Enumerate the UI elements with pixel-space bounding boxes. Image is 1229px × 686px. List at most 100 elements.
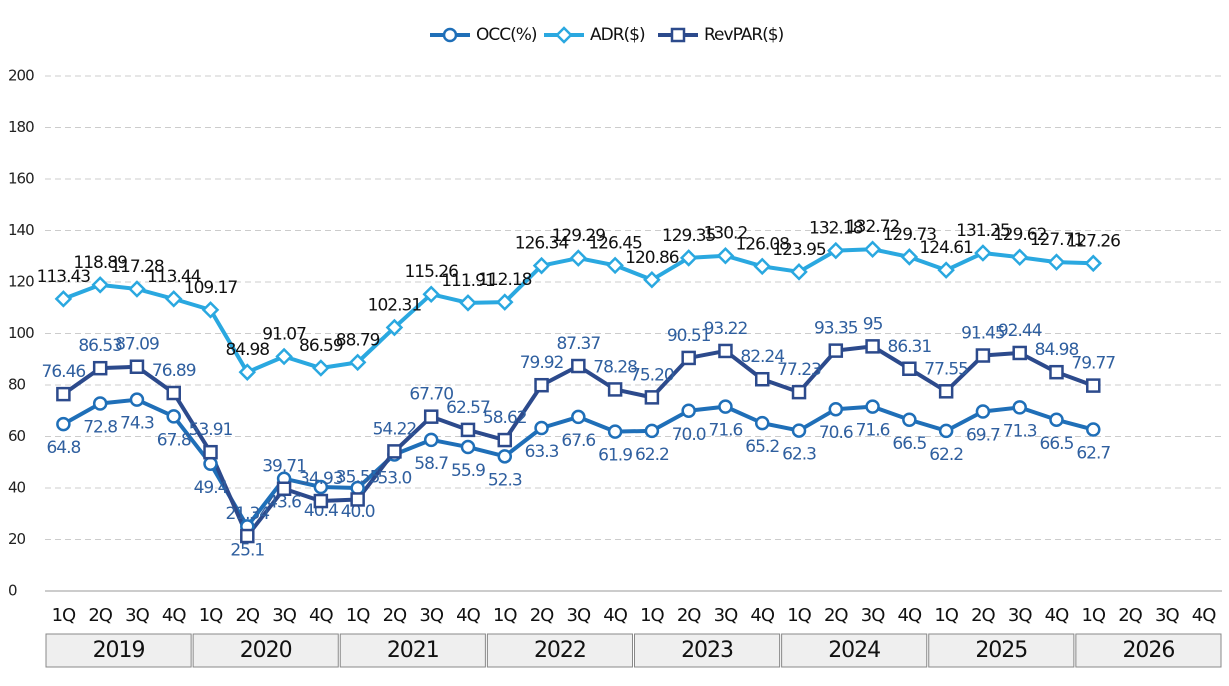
data-label: 63.3 [525,442,559,462]
marker [460,422,476,438]
y-tick-label: 160 [8,170,34,188]
marker [790,263,808,281]
data-label: 35.55 [336,467,380,487]
data-label: 74.3 [120,414,154,434]
x-tick-label: 4Q [1192,605,1216,626]
y-tick-label: 20 [8,530,26,548]
marker [166,385,181,401]
data-label: 71.6 [709,421,743,441]
year-label: 2021 [387,638,439,663]
marker [1084,254,1103,273]
marker [607,424,623,439]
marker [56,386,71,402]
data-label: 69.7 [966,426,1000,446]
year-label: 2022 [534,638,586,663]
data-label: 117.28 [110,257,164,277]
x-tick-label: 2Q [530,605,554,626]
data-label: 127.26 [1067,231,1121,251]
marker [828,401,844,417]
year-label: 2019 [93,638,145,663]
x-tick-label: 1Q [346,605,370,626]
data-label: 126.34 [515,234,569,254]
data-label: 129.73 [883,225,937,245]
x-tick-label: 2Q [88,605,112,626]
data-label: 123.95 [772,240,826,260]
y-tick-label: 80 [8,376,26,394]
data-label: 25.1 [230,540,264,560]
marker [56,416,71,432]
x-tick-label: 2Q [1118,605,1142,626]
data-label: 88.79 [336,330,380,350]
legend-label: ADR($) [590,25,645,45]
data-label: 39.71 [262,457,306,477]
year-box [486,633,633,668]
data-label: 52.3 [488,470,522,490]
marker [164,290,183,308]
data-label: 113.43 [37,267,91,287]
marker [791,423,807,438]
data-label: 40.4 [304,501,338,521]
marker [240,528,255,544]
marker [385,318,404,337]
marker [681,350,696,366]
data-label: 43.6 [267,493,301,513]
marker [902,412,917,428]
marker [1010,248,1029,266]
x-tick-label: 3Q [861,605,885,626]
data-label: 62.7 [1076,444,1110,464]
data-label: 82.24 [740,347,784,367]
y-tick-label: 200 [8,67,34,85]
x-tick-label: 1Q [493,605,517,626]
marker [569,249,588,267]
data-label: 79.77 [1071,354,1115,374]
x-tick-label: 1Q [787,605,811,626]
data-label: 49.4 [194,478,228,498]
data-label: 93.22 [704,319,748,339]
data-label: 64.8 [46,438,80,458]
data-label: 91.45 [961,324,1005,344]
data-label: 61.9 [598,446,632,466]
marker [313,479,329,495]
data-label: 58.62 [483,408,527,428]
y-tick-label: 180 [8,118,34,136]
x-tick-label: 2Q [971,605,995,626]
y-tick-label: 100 [8,324,34,342]
data-label: 77.55 [924,359,968,379]
x-tick-label: 3Q [1008,605,1032,626]
data-label: 79.92 [520,353,564,373]
data-label: 118.89 [73,253,127,273]
data-label: 70.0 [672,425,706,445]
x-tick-label: 4Q [750,605,774,626]
data-label: 86.31 [888,337,932,357]
data-label: 112.18 [478,270,532,290]
data-label: 34.93 [299,469,343,489]
y-tick-label: 60 [8,427,26,445]
x-tick-label: 4Q [1045,605,1069,626]
x-tick-label: 2Q [677,605,701,626]
data-label: 115.26 [404,262,458,282]
x-tick-label: 2Q [383,605,407,626]
x-tick-label: 2Q [824,605,848,626]
data-label: 109.17 [184,278,238,298]
data-label: 91.07 [262,324,306,344]
year-label: 2026 [1122,638,1174,663]
marker [92,360,108,376]
marker [1047,253,1066,271]
marker [681,403,696,418]
x-tick-label: 1Q [52,605,76,626]
marker [497,432,513,448]
year-label: 2023 [681,638,733,663]
marker [937,261,955,279]
marker [350,492,365,507]
marker [422,285,440,303]
marker [238,363,257,381]
marker [938,423,954,439]
data-label: 84.98 [225,340,269,360]
marker [313,493,329,509]
legend-label: OCC(%) [476,25,537,45]
marker [54,290,73,308]
marker [1086,422,1101,437]
marker [679,249,698,267]
data-label: 132.72 [846,217,900,237]
